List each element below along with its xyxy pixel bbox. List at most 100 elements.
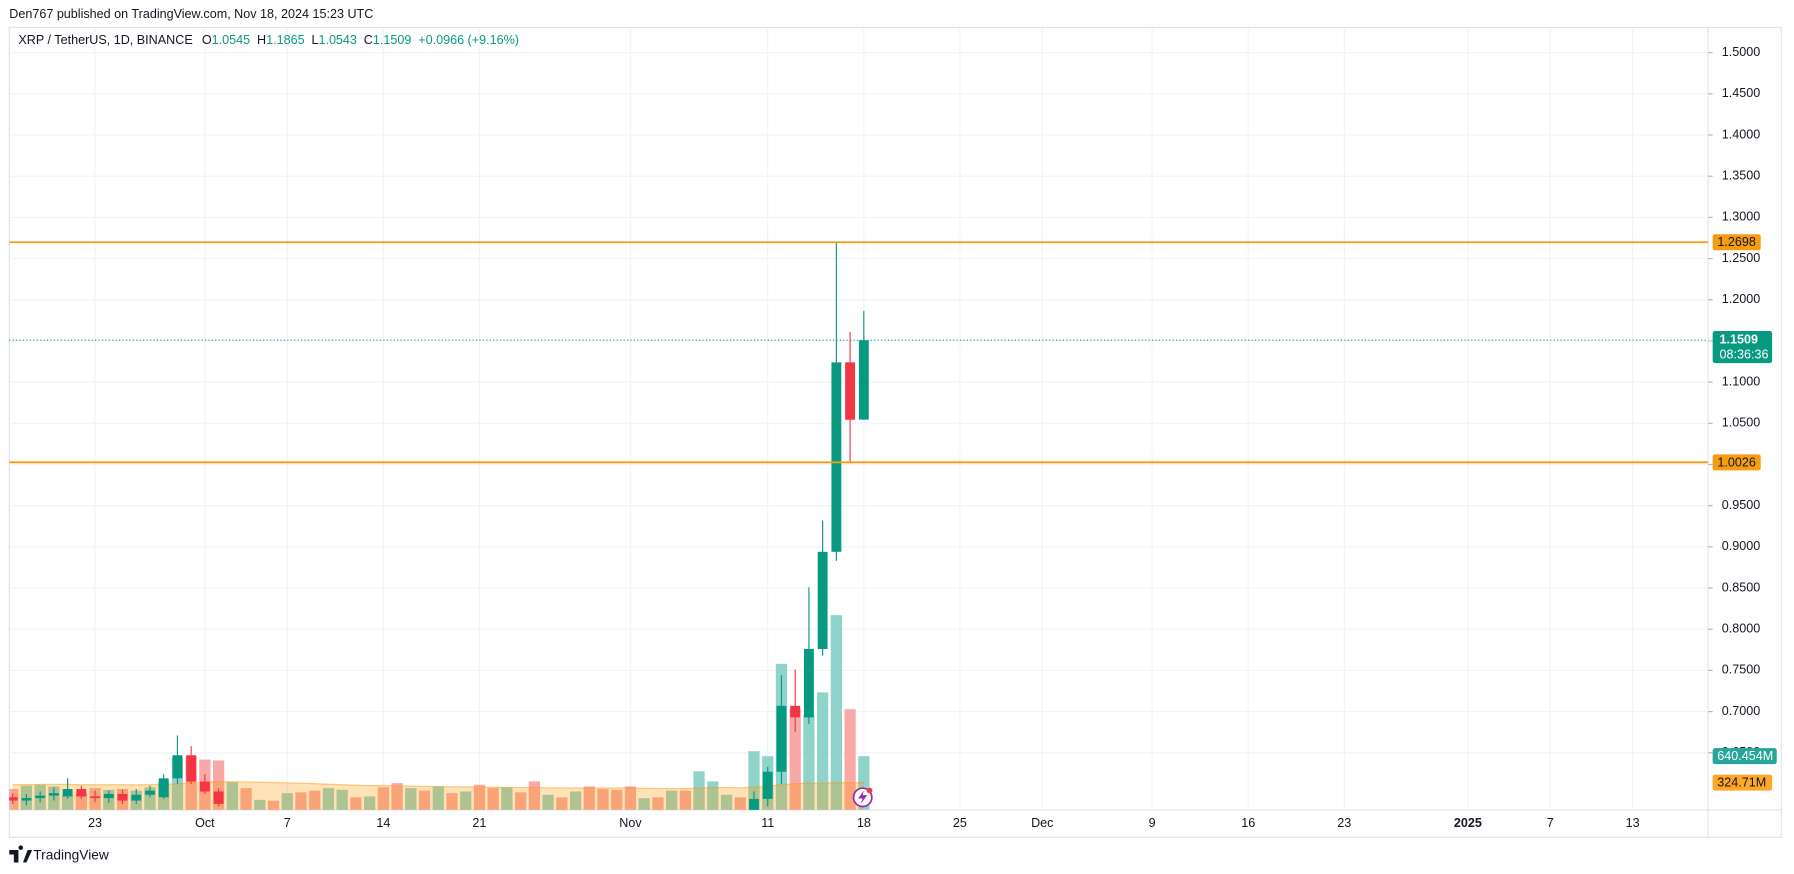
volume-bar <box>75 793 87 810</box>
legend-key: H <box>257 34 266 48</box>
candle-body <box>62 789 73 797</box>
volume-bar <box>226 782 238 810</box>
x-tick-label: 13 <box>1626 816 1640 830</box>
candle-body <box>117 793 128 801</box>
y-tick-label: 1.3000 <box>1722 210 1760 224</box>
plot <box>9 242 870 810</box>
volume-bar <box>624 786 637 810</box>
volume-bar <box>144 787 156 810</box>
volume-bar <box>350 797 362 810</box>
volume-bar <box>652 797 664 810</box>
frame <box>8 26 1782 838</box>
legend: XRP / TetherUS, 1D, BINANCE O1.0545 H1.186… <box>18 34 519 48</box>
y-tick-label: 1.4500 <box>1722 86 1760 100</box>
volume-bar <box>734 797 746 810</box>
y-tick-label: 1.0500 <box>1722 416 1760 430</box>
y-tick-label: 1.4000 <box>1722 127 1760 141</box>
last-price-box <box>1712 331 1773 364</box>
y-tick-label: 0.8500 <box>1722 580 1760 594</box>
volume-bar <box>528 781 540 810</box>
volume-label: 640.454M <box>1717 749 1773 763</box>
volume-bar <box>679 790 691 810</box>
volume-ma-label: 324.71M <box>1717 776 1766 790</box>
countdown-label: 08:36:36 <box>1720 347 1769 361</box>
legend-value: 1.1509 <box>373 34 411 48</box>
volume-bar <box>830 615 842 810</box>
footer-brand: TradingView <box>33 847 109 862</box>
y-tick-label: 1.3500 <box>1722 169 1760 183</box>
volume-bar <box>61 794 74 810</box>
candle-body <box>831 362 842 552</box>
volume-bar <box>377 787 389 810</box>
grid <box>9 27 1709 810</box>
volume-ma-line <box>12 780 864 790</box>
volume-ma-label-box <box>1712 774 1773 791</box>
legend-key: L <box>311 34 318 48</box>
price-line-label-box <box>1712 234 1761 251</box>
x-tick-label: 9 <box>1149 816 1156 830</box>
volume-bar <box>309 790 321 810</box>
volume-bar <box>583 786 595 810</box>
candle-body <box>749 798 759 810</box>
volume-bar <box>212 760 225 810</box>
volume-bar <box>748 751 760 810</box>
volume-bar <box>638 798 650 810</box>
axes: 0.65000.70000.75000.80000.85000.90000.95… <box>9 45 1777 830</box>
candle-body <box>186 755 197 782</box>
volume-bar <box>597 788 609 810</box>
volume-bar <box>693 771 705 810</box>
volume-bar <box>405 788 417 810</box>
volume-bar <box>432 786 444 810</box>
volume-label-box <box>1712 748 1777 765</box>
volume-bar <box>418 790 431 810</box>
y-tick-label: 0.8000 <box>1722 622 1760 636</box>
x-tick-label: 16 <box>1241 816 1255 830</box>
volume-bar <box>844 709 856 810</box>
candle-body <box>776 705 787 772</box>
candle-body <box>21 798 32 801</box>
candle-body <box>35 795 46 799</box>
volume-bar <box>460 791 472 810</box>
volume-bar <box>501 787 513 810</box>
x-tick-label: 11 <box>761 816 774 830</box>
x-tick-label: 14 <box>376 816 390 830</box>
x-tick-label: 18 <box>857 816 871 830</box>
lightning-icon <box>852 787 873 808</box>
candle-body <box>76 789 87 797</box>
x-tick-label: 7 <box>284 816 291 830</box>
x-tick-label: 23 <box>1337 816 1351 830</box>
candle-body <box>90 796 101 799</box>
legend-key: C <box>364 34 373 48</box>
candle-body <box>103 793 114 799</box>
volume-bar <box>542 794 554 810</box>
x-tick-label: Dec <box>1031 816 1053 830</box>
y-tick-label: 1.5000 <box>1722 45 1760 59</box>
candle-body <box>845 362 856 420</box>
x-tick-label: Nov <box>619 816 642 830</box>
last-price-label: 1.1509 <box>1720 333 1758 347</box>
y-tick-label: 1.1000 <box>1722 374 1760 388</box>
volume-bar <box>363 796 376 810</box>
candle-body <box>131 794 142 801</box>
candle-body <box>213 791 224 804</box>
legend-value: 1.1865 <box>266 34 304 48</box>
candle-body <box>199 781 210 792</box>
footer-logo <box>9 845 33 863</box>
y-tick-label: 0.7500 <box>1722 663 1760 677</box>
volume-bar <box>611 789 623 810</box>
volume-bar <box>556 797 568 810</box>
legend-change: +0.0966 (+9.16%) <box>418 34 519 48</box>
legend-value: 1.0543 <box>318 34 356 48</box>
y-tick-label: 0.9000 <box>1722 539 1760 553</box>
volume-bar <box>569 791 582 810</box>
volume-bar <box>336 789 348 810</box>
volume-bar <box>322 788 335 810</box>
legend-value: 1.0545 <box>212 34 250 48</box>
legend-symbol: XRP / TetherUS, 1D, BINANCE <box>18 34 192 48</box>
price-line-label: 1.0026 <box>1717 455 1755 469</box>
x-tick-label: Oct <box>195 816 215 830</box>
volume-bar <box>240 788 252 810</box>
candle-body <box>858 340 869 420</box>
candle-body <box>158 778 169 798</box>
